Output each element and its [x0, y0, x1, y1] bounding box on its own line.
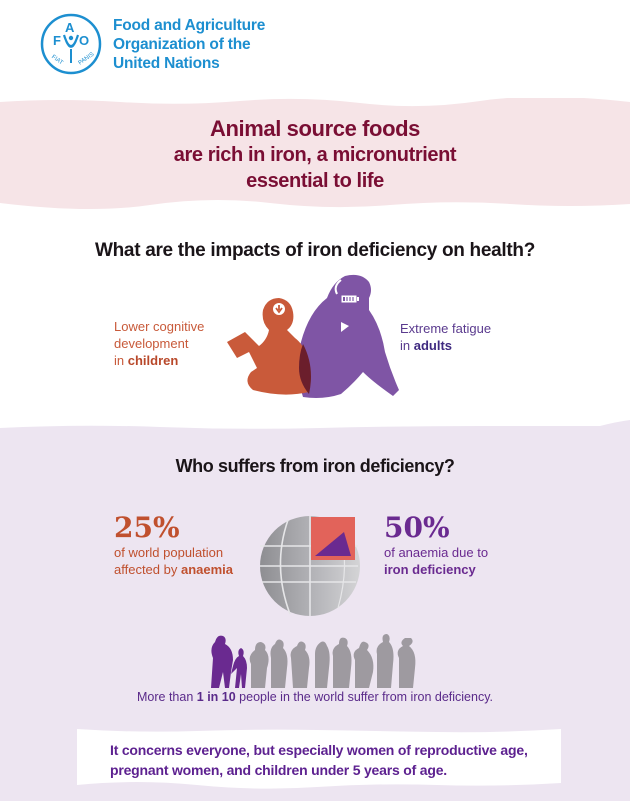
who-suffers-heading: Who suffers from iron deficiency? [175, 456, 455, 476]
note-line: pregnant women, and children under 5 yea… [110, 762, 447, 778]
children-impact-text: Lower cognitive development in children [114, 318, 204, 369]
stat-description: affected by anaemia [114, 561, 233, 578]
note-box [77, 729, 561, 789]
stat-description: of world population [114, 545, 224, 560]
title-subtitle-line: essential to life [246, 170, 384, 192]
crowd-silhouettes-icon [211, 634, 416, 688]
svg-text:O: O [79, 33, 89, 48]
globe-pie-icon [260, 516, 360, 616]
text-prefix: in [114, 353, 128, 368]
stat-value: 25% [114, 511, 180, 544]
title-subtitle-line: are rich in iron, a micronutrient [173, 144, 457, 166]
iron-deficiency-anaemia-stat: 50% of anaemia due to iron deficiency [384, 512, 488, 578]
stat-value: 50% [384, 511, 450, 544]
text-prefix: affected by [114, 562, 181, 577]
title-main: Animal source foods [210, 116, 420, 141]
svg-text:F: F [53, 33, 61, 48]
adults-impact-line: in adults [400, 337, 491, 354]
caption-emphasis: 1 in 10 [196, 690, 236, 704]
child-and-adult-illustration [227, 274, 399, 398]
stat-emphasis: iron deficiency [384, 562, 476, 577]
adults-impact-line: Extreme fatigue [400, 321, 492, 336]
impacts-heading: What are the impacts of iron deficiency … [94, 240, 536, 261]
anaemia-population-stat: 25% of world population affected by anae… [114, 512, 233, 578]
title-band [0, 98, 630, 210]
children-impact-line: development [114, 336, 189, 351]
crowd-caption: More than 1 in 10 people in the world su… [0, 690, 630, 704]
children-label: children [127, 353, 179, 368]
organization-name: Food and Agriculture Organization of the… [113, 16, 265, 73]
org-name-line: Organization of the [113, 36, 251, 53]
note-text: It concerns everyone, but especially wom… [110, 740, 528, 780]
caption-suffix: people in the world suffer from iron def… [235, 690, 493, 704]
page-title: Animal source foods are rich in iron, a … [0, 116, 630, 194]
svg-text:A: A [65, 20, 75, 35]
caption-prefix: More than [137, 690, 197, 704]
adults-label: adults [413, 338, 453, 353]
children-impact-line: in children [114, 352, 204, 369]
org-name-line: Food and Agriculture [113, 17, 266, 34]
org-name-line: United Nations [113, 55, 220, 72]
adults-impact-text: Extreme fatigue in adults [400, 320, 491, 354]
note-line: It concerns everyone, but especially wom… [110, 742, 528, 758]
stat-description: iron deficiency [384, 561, 488, 578]
stat-emphasis: anaemia [180, 562, 234, 577]
text-prefix: in [400, 338, 414, 353]
stat-description: of anaemia due to [384, 545, 489, 560]
child-reading-icon [227, 298, 310, 395]
fao-logo-icon: F A O FIAT PANIS [40, 13, 102, 75]
children-impact-line: Lower cognitive [114, 319, 205, 334]
tired-adult-low-battery-icon [297, 274, 399, 398]
